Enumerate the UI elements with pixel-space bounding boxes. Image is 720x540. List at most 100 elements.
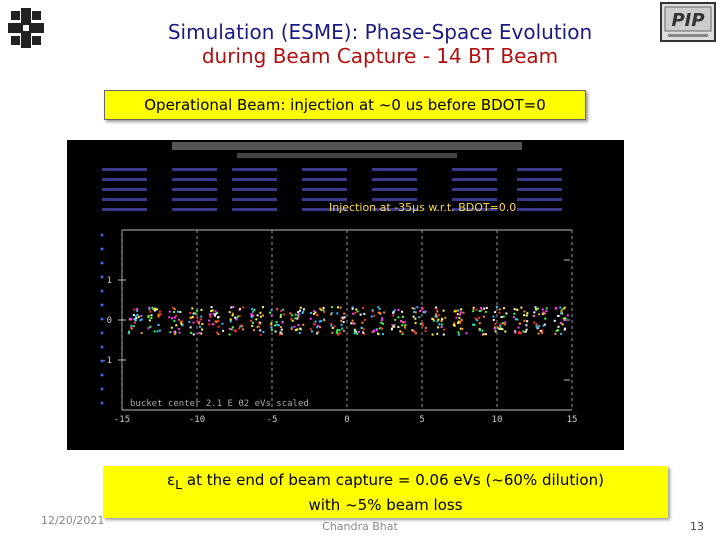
particle-dot bbox=[179, 311, 182, 313]
particle-dot bbox=[316, 332, 319, 335]
particle-dot bbox=[543, 323, 546, 326]
particle-dot bbox=[299, 327, 302, 330]
particle-dot bbox=[557, 315, 560, 317]
particle-dot bbox=[526, 312, 529, 315]
particle-dot bbox=[459, 313, 461, 316]
x-tick-label: 5 bbox=[419, 415, 424, 425]
particle-dot bbox=[517, 332, 520, 335]
particle-dot bbox=[519, 332, 522, 335]
particle-dot bbox=[401, 321, 404, 324]
particle-dot bbox=[371, 309, 374, 312]
particle-dot bbox=[414, 311, 417, 314]
left-axis-dot bbox=[100, 345, 104, 349]
particle-dot bbox=[133, 321, 136, 324]
particle-dot bbox=[440, 326, 443, 328]
particle-dot bbox=[231, 326, 234, 329]
particle-dot bbox=[424, 329, 427, 332]
particle-dot bbox=[330, 312, 333, 315]
particle-dot bbox=[402, 315, 404, 318]
particle-dot bbox=[256, 325, 259, 328]
particle-dot bbox=[355, 308, 358, 311]
particle-dot bbox=[331, 327, 334, 329]
particle-dot bbox=[156, 308, 158, 311]
pip-logo-icon: PIP bbox=[660, 2, 716, 42]
particle-dot bbox=[560, 312, 562, 315]
particle-dot bbox=[230, 306, 233, 309]
particle-dot bbox=[371, 310, 374, 313]
plot-readout-line bbox=[102, 178, 147, 181]
particle-dot bbox=[242, 306, 245, 309]
particle-dot bbox=[222, 329, 225, 332]
particle-dot bbox=[343, 316, 346, 319]
particle-dot bbox=[362, 331, 365, 334]
particle-dot bbox=[434, 315, 437, 318]
particle-dot bbox=[281, 321, 284, 324]
particle-dot bbox=[192, 333, 195, 336]
particle-dot bbox=[518, 322, 521, 325]
particle-dot bbox=[401, 333, 404, 336]
particle-dot bbox=[560, 310, 563, 313]
particle-dot bbox=[504, 330, 507, 333]
particle-dot bbox=[356, 332, 359, 335]
particle-dot bbox=[259, 311, 262, 314]
particle-dot bbox=[174, 333, 176, 336]
particle-dot bbox=[294, 313, 297, 316]
particle-dot bbox=[341, 316, 344, 319]
plot-readout-line bbox=[172, 198, 217, 201]
plot-readout-line bbox=[172, 188, 217, 191]
particle-dot bbox=[472, 306, 475, 309]
particle-dot bbox=[541, 312, 544, 315]
particle-dot bbox=[525, 328, 528, 331]
fermilab-logo-icon bbox=[8, 8, 44, 48]
particle-dot bbox=[211, 323, 214, 326]
particle-dot bbox=[513, 308, 516, 311]
particle-dot bbox=[200, 315, 203, 318]
particle-dot bbox=[404, 324, 407, 327]
particle-dot bbox=[189, 326, 192, 329]
particle-dot bbox=[343, 312, 346, 315]
particle-dot bbox=[363, 312, 366, 315]
particle-dot bbox=[236, 315, 239, 318]
particle-dot bbox=[351, 319, 354, 322]
particle-dot bbox=[147, 316, 150, 319]
particle-dot bbox=[424, 326, 427, 329]
particle-dot bbox=[132, 325, 135, 328]
particle-dot bbox=[258, 325, 260, 328]
particle-dot bbox=[330, 324, 333, 327]
particle-dot bbox=[148, 306, 151, 309]
particle-dot bbox=[359, 313, 362, 316]
particle-dot bbox=[371, 330, 374, 333]
particle-dot bbox=[494, 322, 497, 325]
particle-dot bbox=[270, 314, 273, 317]
particle-dot bbox=[277, 324, 280, 327]
particle-dot bbox=[397, 326, 400, 329]
particle-dot bbox=[438, 323, 441, 326]
particle-dot bbox=[363, 318, 366, 321]
particle-dot bbox=[538, 325, 541, 328]
particle-dot bbox=[152, 308, 155, 311]
particle-dot bbox=[476, 319, 479, 322]
y-tick-label: 0 bbox=[107, 316, 112, 326]
particle-dot bbox=[363, 332, 365, 335]
plot-readout-line bbox=[452, 178, 497, 181]
particle-dot bbox=[431, 333, 434, 336]
particle-dot bbox=[309, 312, 312, 314]
particle-dot bbox=[274, 324, 276, 327]
particle-dot bbox=[435, 315, 438, 318]
plot-readout-line bbox=[172, 208, 217, 211]
plot-readout-line bbox=[302, 208, 347, 211]
particle-dot bbox=[188, 321, 191, 323]
particle-dot bbox=[221, 322, 224, 325]
particle-dot bbox=[198, 322, 200, 325]
particle-dot bbox=[475, 308, 478, 311]
particle-dot bbox=[458, 322, 461, 325]
particle-dot bbox=[362, 306, 364, 309]
particle-dot bbox=[564, 327, 567, 330]
particle-dot bbox=[189, 311, 192, 314]
particle-dot bbox=[350, 322, 353, 325]
particle-dot bbox=[319, 307, 321, 310]
particle-dot bbox=[537, 307, 540, 310]
plot-readout-line bbox=[232, 208, 277, 211]
particle-dot bbox=[148, 319, 151, 322]
particle-dot bbox=[276, 323, 278, 326]
